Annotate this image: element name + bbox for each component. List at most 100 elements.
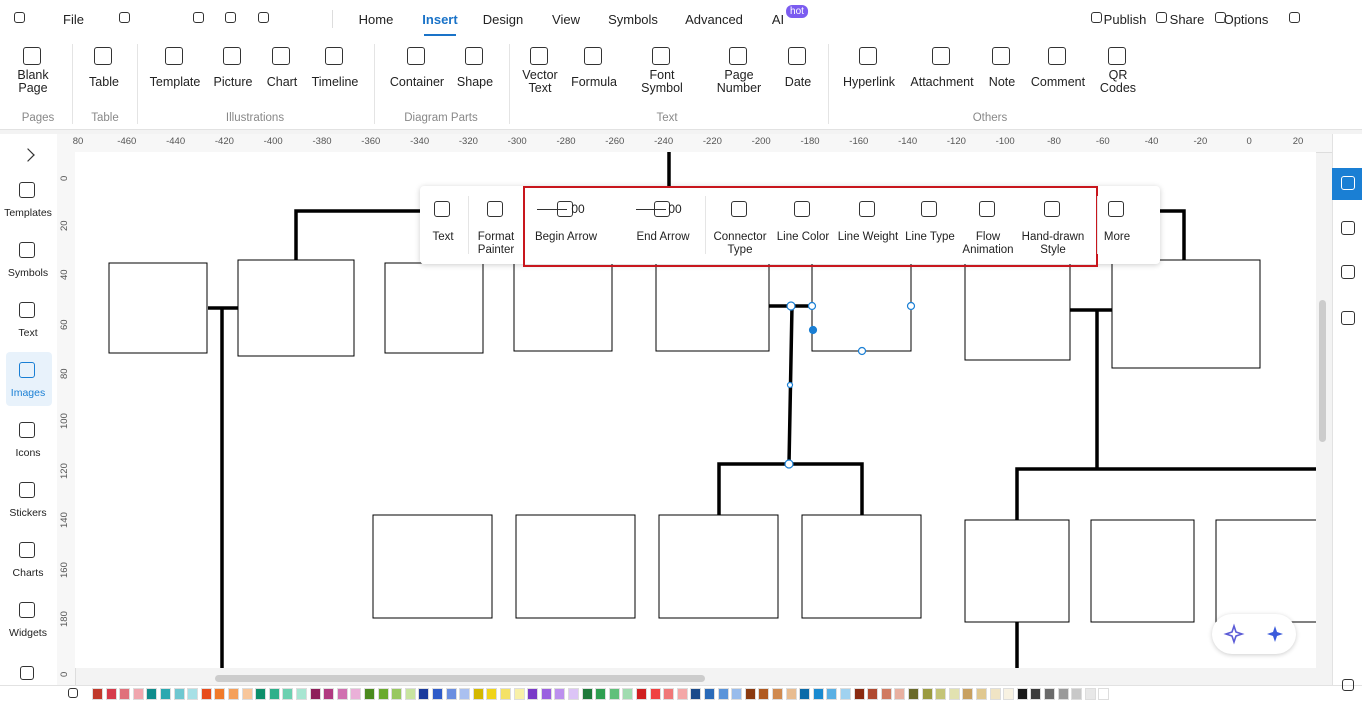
color-swatch[interactable]	[527, 688, 539, 700]
color-swatch[interactable]	[935, 688, 947, 700]
color-swatch[interactable]	[568, 688, 579, 700]
toolbar-icon[interactable]	[859, 201, 875, 217]
color-swatch[interactable]	[976, 688, 987, 700]
ribbon-icon[interactable]	[530, 47, 548, 65]
sidebar-item[interactable]: Stickers	[9, 507, 47, 519]
ribbon-icon[interactable]	[788, 47, 806, 65]
color-swatch[interactable]	[853, 688, 865, 700]
menu-tab[interactable]: Advanced	[685, 12, 743, 27]
color-swatch[interactable]	[187, 688, 199, 700]
toolbar-button[interactable]: End Arrow	[636, 231, 690, 243]
toolbar-button[interactable]: Text	[432, 231, 454, 243]
ribbon-button[interactable]: Chart	[266, 75, 298, 89]
toolbar-icon[interactable]	[794, 201, 810, 217]
toolbar-icon[interactable]	[731, 201, 747, 217]
color-swatch[interactable]	[160, 688, 171, 700]
bottom-settings[interactable]	[1342, 679, 1354, 691]
ribbon-button[interactable]: Timeline	[311, 75, 359, 89]
ribbon-icon[interactable]	[932, 47, 950, 65]
color-swatch[interactable]	[500, 688, 511, 700]
color-swatch[interactable]	[826, 688, 838, 700]
color-swatch[interactable]	[1071, 688, 1083, 700]
color-swatch[interactable]	[663, 688, 675, 700]
right-icon[interactable]	[1341, 265, 1355, 279]
color-swatch[interactable]	[377, 688, 389, 700]
sidebar-item[interactable]: Templates	[4, 207, 52, 219]
toolbar-icon[interactable]	[487, 201, 503, 217]
sidebar-icon[interactable]	[19, 482, 35, 498]
color-swatch[interactable]	[785, 688, 797, 700]
ribbon-icon[interactable]	[94, 47, 112, 65]
color-swatch[interactable]	[758, 688, 770, 700]
color-swatch[interactable]	[1016, 688, 1028, 700]
color-swatch[interactable]	[880, 688, 892, 700]
shapes[interactable]	[108, 259, 1316, 623]
color-swatch[interactable]	[676, 688, 688, 700]
color-swatch[interactable]	[1084, 688, 1096, 700]
sidebar-item[interactable]: Icons	[15, 447, 41, 459]
color-swatch[interactable]	[105, 688, 117, 700]
menu-action[interactable]: Publish	[1103, 12, 1147, 27]
color-swatch[interactable]	[731, 688, 743, 700]
color-swatch[interactable]	[282, 688, 294, 700]
fill-icon[interactable]	[68, 688, 78, 698]
ribbon-icon[interactable]	[223, 47, 241, 65]
ribbon-button[interactable]: Formula	[571, 75, 617, 89]
toolbar-icon[interactable]	[434, 201, 450, 217]
color-swatch[interactable]	[350, 688, 362, 700]
ai-icons[interactable]	[1212, 614, 1296, 654]
color-swatch[interactable]	[1057, 688, 1069, 700]
ribbon-icon[interactable]	[272, 47, 290, 65]
color-swatch[interactable]	[146, 688, 158, 700]
color-swatch[interactable]	[799, 688, 811, 700]
color-swatch[interactable]	[840, 688, 851, 700]
menu-tab[interactable]: Home	[358, 12, 394, 27]
color-swatch[interactable]	[445, 688, 457, 700]
toolbar-button[interactable]: Format Painter	[477, 231, 515, 256]
sidebar-icon[interactable]	[19, 362, 35, 378]
menu-icon[interactable]	[1288, 11, 1300, 23]
color-swatch[interactable]	[296, 688, 307, 700]
color-swatch[interactable]	[404, 688, 416, 700]
selection-handles[interactable]	[784, 301, 916, 469]
sidebar-item[interactable]: Widgets	[9, 627, 47, 639]
color-swatch[interactable]	[595, 688, 607, 700]
color-swatch[interactable]	[1030, 688, 1042, 700]
ribbon-button[interactable]: Attachment	[910, 75, 974, 89]
color-swatch[interactable]	[989, 688, 1001, 700]
color-swatch[interactable]	[744, 688, 756, 700]
ribbon-button[interactable]: Page Number	[716, 68, 762, 95]
color-swatch[interactable]	[690, 688, 702, 700]
toolbar-icon[interactable]	[1108, 201, 1124, 217]
color-swatch[interactable]	[1003, 688, 1015, 700]
ribbon-button[interactable]: Container	[389, 75, 445, 89]
color-swatch[interactable]	[608, 688, 620, 700]
toolbar-icon[interactable]	[921, 201, 937, 217]
sidebar-item[interactable]: Charts	[12, 567, 44, 579]
menu-icon[interactable]	[224, 11, 236, 23]
color-swatch[interactable]	[636, 688, 647, 700]
color-swatch[interactable]	[704, 688, 715, 700]
color-swatch[interactable]	[486, 688, 498, 700]
menu-icon[interactable]	[1214, 11, 1226, 23]
menu-action[interactable]: Options	[1223, 12, 1269, 27]
menu-tab[interactable]: Insert	[422, 12, 458, 27]
ribbon-button[interactable]: Table	[89, 75, 119, 89]
right-active[interactable]	[1332, 168, 1362, 200]
color-swatch[interactable]	[459, 688, 471, 700]
color-swatch[interactable]	[772, 688, 783, 700]
ribbon-icon[interactable]	[584, 47, 602, 65]
ribbon-button[interactable]: Picture	[213, 75, 253, 89]
sidebar-icon[interactable]	[19, 182, 35, 198]
ribbon-button[interactable]: Comment	[1030, 75, 1086, 89]
color-swatch[interactable]	[268, 688, 280, 700]
color-swatch[interactable]	[309, 688, 321, 700]
arrow-value[interactable]: 00	[668, 202, 682, 216]
toolbar-button[interactable]: Hand-drawn Style	[1021, 231, 1085, 256]
right-icon[interactable]	[1341, 221, 1355, 235]
menu-icon[interactable]	[1155, 11, 1167, 23]
sidebar-item[interactable]: Images	[10, 387, 46, 399]
ribbon-icon[interactable]	[407, 47, 425, 65]
ribbon-icon[interactable]	[1048, 47, 1066, 65]
menu-tab[interactable]: Design	[482, 12, 524, 27]
